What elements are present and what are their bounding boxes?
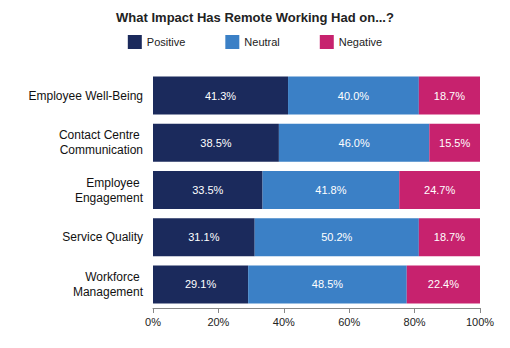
svg-text:20%: 20% xyxy=(207,316,229,328)
svg-text:18.7%: 18.7% xyxy=(434,231,465,243)
svg-text:Service Quality: Service Quality xyxy=(62,230,143,244)
svg-text:Engagement: Engagement xyxy=(75,191,144,205)
svg-text:41.8%: 41.8% xyxy=(315,184,346,196)
svg-text:18.7%: 18.7% xyxy=(434,90,465,102)
svg-text:0%: 0% xyxy=(145,316,161,328)
svg-text:29.1%: 29.1% xyxy=(185,278,216,290)
svg-text:50.2%: 50.2% xyxy=(321,231,352,243)
svg-text:48.5%: 48.5% xyxy=(312,278,343,290)
svg-text:40%: 40% xyxy=(273,316,295,328)
svg-text:33.5%: 33.5% xyxy=(192,184,223,196)
svg-text:40.0%: 40.0% xyxy=(338,90,369,102)
svg-text:22.4%: 22.4% xyxy=(428,278,459,290)
svg-text:80%: 80% xyxy=(404,316,426,328)
svg-text:24.7%: 24.7% xyxy=(424,184,455,196)
svg-text:31.1%: 31.1% xyxy=(188,231,219,243)
svg-text:60%: 60% xyxy=(338,316,360,328)
svg-text:Positive: Positive xyxy=(147,36,186,48)
svg-text:38.5%: 38.5% xyxy=(200,137,231,149)
svg-text:Contact Centre: Contact Centre xyxy=(59,128,143,142)
svg-text:Workforce: Workforce xyxy=(85,270,143,284)
svg-text:15.5%: 15.5% xyxy=(439,137,470,149)
svg-text:Neutral: Neutral xyxy=(244,36,279,48)
svg-text:Employee: Employee xyxy=(86,176,143,190)
svg-text:41.3%: 41.3% xyxy=(205,90,236,102)
svg-text:Employee Well-Being: Employee Well-Being xyxy=(29,89,144,103)
svg-text:100%: 100% xyxy=(466,316,494,328)
svg-text:Communication: Communication xyxy=(60,143,143,157)
svg-text:Management: Management xyxy=(73,285,144,299)
svg-text:Negative: Negative xyxy=(339,36,382,48)
svg-text:What Impact Has Remote Working: What Impact Has Remote Working Had on...… xyxy=(116,10,394,25)
svg-text:46.0%: 46.0% xyxy=(339,137,370,149)
